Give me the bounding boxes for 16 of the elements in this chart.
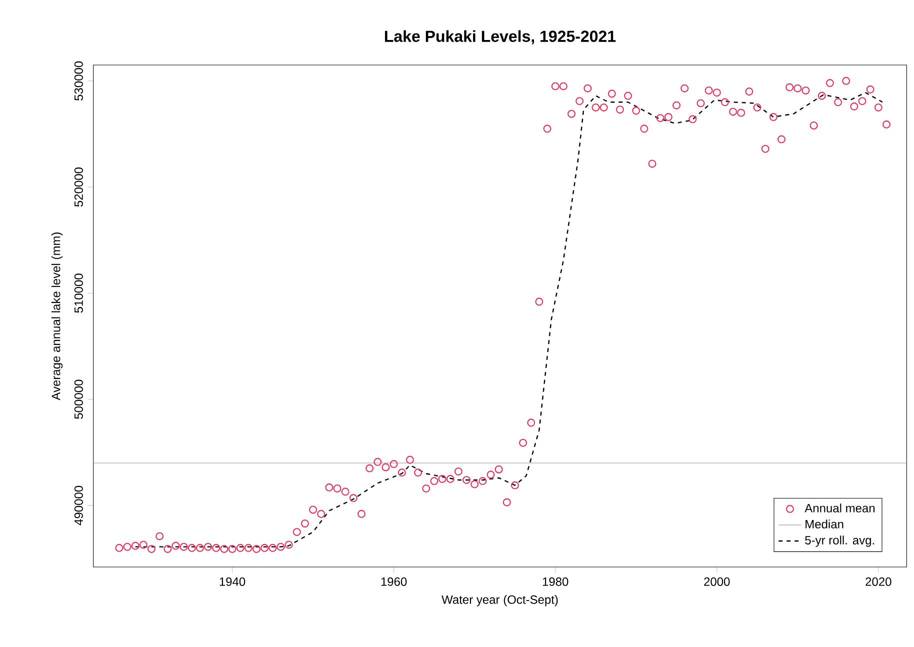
y-axis-title: Average annual lake level (mm): [51, 232, 63, 400]
x-axis-title: Water year (Oct-Sept): [442, 595, 558, 606]
y-tick-label: 520000: [74, 168, 83, 207]
chart-title: Lake Pukaki Levels, 1925-2021: [384, 30, 616, 44]
y-tick-label: 500000: [74, 380, 83, 419]
legend-label: 5-yr roll. avg.: [805, 536, 874, 547]
legend-label: Median: [806, 520, 844, 528]
x-tick-label: 1980: [542, 577, 568, 586]
x-tick-label: 1960: [381, 577, 407, 586]
x-tick-label: 2020: [866, 577, 892, 586]
y-tick-label: 490000: [74, 486, 83, 526]
y-tick-label: 510000: [74, 274, 83, 313]
legend-label: Annual mean: [804, 504, 875, 512]
y-tick-label: 530000: [74, 61, 83, 100]
x-tick-label: 2000: [704, 577, 730, 586]
x-tick-label: 1940: [220, 577, 246, 586]
